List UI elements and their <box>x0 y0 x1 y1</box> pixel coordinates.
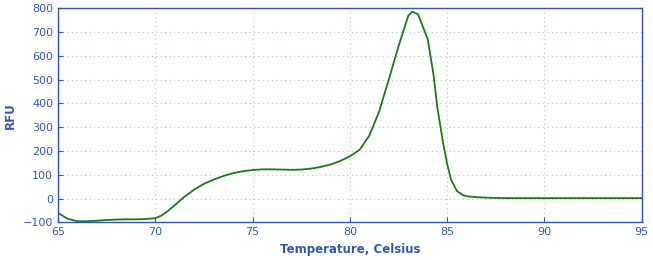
Y-axis label: RFU: RFU <box>4 102 17 129</box>
X-axis label: Temperature, Celsius: Temperature, Celsius <box>279 243 420 256</box>
